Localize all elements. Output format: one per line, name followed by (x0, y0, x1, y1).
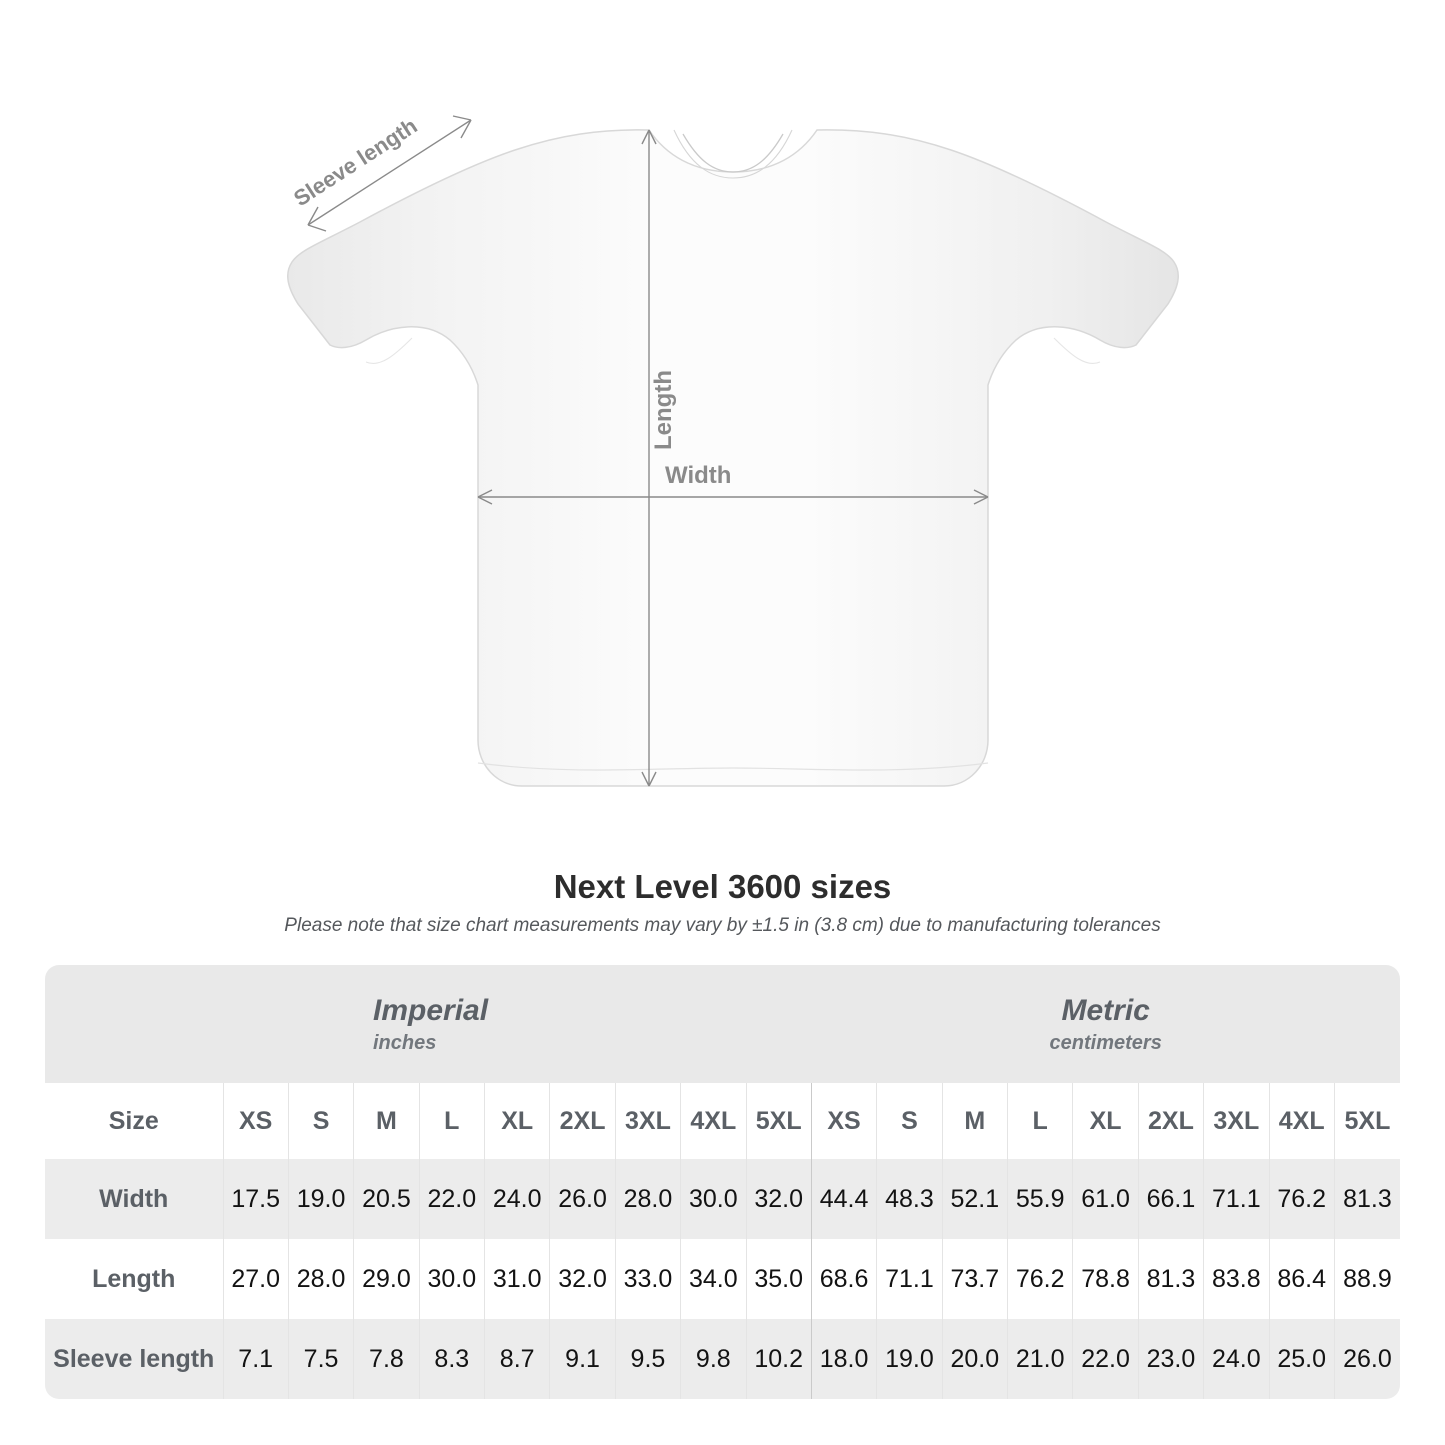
svg-text:Length: Length (650, 370, 677, 450)
svg-text:Sleeve length: Sleeve length (289, 113, 422, 211)
svg-text:Width: Width (665, 462, 731, 489)
